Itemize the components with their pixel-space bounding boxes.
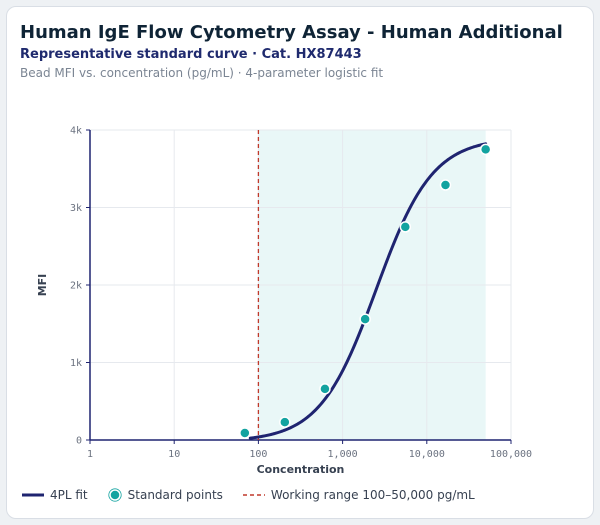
standard-point [319,383,331,395]
standard-points-group [239,143,492,439]
fit-curve-group [248,142,488,440]
x-tick-label: 100 [249,449,267,460]
y-tick-label: 2k [70,281,82,292]
y-tick-label: 0 [76,436,82,447]
fit-curve-line [248,142,488,440]
x-tick-label: 1 [87,449,93,460]
y-tick-label: 4k [70,126,82,137]
x-tick-label: 1,000 [328,449,358,460]
chart-title: Human IgE Flow Cytometry Assay - Human A… [20,22,563,43]
standard-point [479,143,492,156]
legend-item-fit: 4PL fit [22,488,88,502]
standard-point [359,313,371,325]
chart-description: Bead MFI vs. concentration (pg/mL) · 4-p… [20,66,384,80]
axis-titles-group: Concentration MFI [36,274,344,476]
y-tick-label: 3k [70,203,82,214]
x-tick-label: 10,000 [409,449,445,460]
chart-legend: 4PL fit Standard points Working range 10… [22,488,495,502]
chart-subtitle: Representative standard curve · Cat. HX8… [20,47,362,62]
x-axis-title: Concentration [257,463,345,476]
standard-point [279,416,291,428]
standard-point [399,221,412,233]
standard-point [239,427,251,439]
legend-range-label: Working range 100–50,000 pg/mL [270,488,475,502]
y-tick-label: 1k [70,358,82,369]
x-tick-label: 100,000 [490,449,532,460]
legend-item-points: Standard points [108,488,223,502]
legend-line-swatch [22,493,44,497]
chart-plot: 1 10 100 1,000 10,000 100,000 0 1k 2k 3k 4k Concen… [36,126,532,477]
legend-dash-swatch [242,494,265,496]
legend-fit-label: 4PL fit [50,488,88,502]
legend-item-range: Working range 100–50,000 pg/mL [242,488,475,502]
y-axis-title: MFI [36,274,49,297]
legend-points-label: Standard points [127,488,223,502]
legend-point-swatch [108,488,122,502]
standard-point [439,179,452,191]
x-tick-label: 10 [168,449,180,460]
tick-labels-group: 1 10 100 1,000 10,000 100,000 0 1k 2k 3k 4k [70,126,532,461]
